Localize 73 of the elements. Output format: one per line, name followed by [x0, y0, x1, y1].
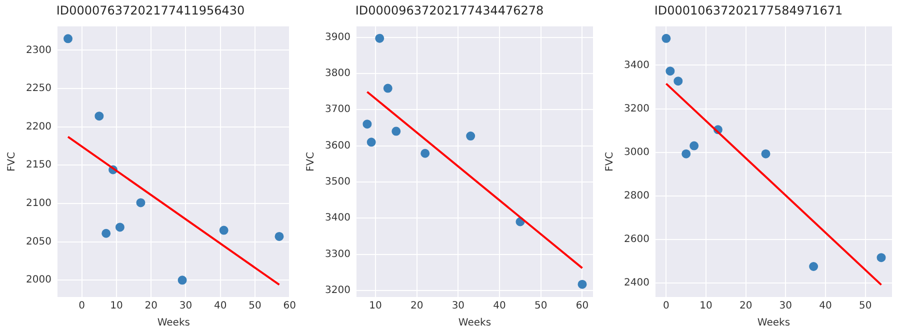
y-tick-label: 2600 [624, 234, 650, 246]
x-tick-label: 30 [179, 300, 192, 312]
x-tick-label: 0 [663, 300, 670, 312]
y-tick-label: 2400 [624, 278, 650, 289]
x-tick-label: 10 [110, 300, 123, 312]
x-tick-label: 40 [493, 300, 506, 312]
y-tick-label: 3900 [324, 32, 350, 43]
point [115, 222, 124, 232]
x-axis-title: Weeks [757, 318, 790, 329]
point [366, 138, 376, 147]
y-tick-label: 2300 [26, 44, 52, 56]
point [383, 84, 392, 93]
y-axis-title: FVC [306, 152, 317, 172]
point [94, 112, 104, 121]
x-tick-label: 10 [369, 300, 382, 312]
y-tick-label: 3500 [324, 176, 350, 188]
point [375, 34, 384, 43]
y-tick-label: 2150 [26, 160, 52, 171]
y-tick-label: 2100 [26, 198, 52, 210]
y-tick-label: 2250 [26, 83, 52, 94]
x-tick-label: 0 [78, 300, 86, 312]
y-tick-label: 3600 [324, 140, 350, 152]
y-tick-label: 3300 [324, 248, 350, 260]
y-tick-label: 3800 [324, 68, 350, 80]
x-tick-label: 60 [283, 300, 296, 312]
y-tick-label: 3200 [624, 103, 650, 114]
point [466, 132, 476, 141]
point [666, 66, 675, 76]
chart-title: ID00010637202177584971671 [654, 3, 843, 18]
x-tick-label: 50 [248, 300, 262, 312]
y-tick-label: 3200 [324, 285, 350, 296]
x-tick-label: 40 [819, 300, 832, 312]
y-tick-label: 3400 [324, 212, 350, 224]
point [682, 149, 691, 158]
point [674, 76, 683, 86]
y-tick-label: 3700 [324, 104, 350, 116]
y-tick-label: 2050 [26, 236, 52, 248]
y-tick-label: 3000 [624, 146, 650, 158]
chart-title: ID00007637202177411956430 [56, 3, 245, 18]
y-tick-label: 2800 [624, 190, 650, 202]
x-tick-label: 50 [534, 300, 548, 312]
x-tick-label: 10 [700, 300, 712, 312]
point [362, 120, 372, 129]
point [420, 148, 430, 158]
point [136, 198, 146, 208]
point [102, 228, 111, 238]
point [178, 276, 187, 285]
x-axis-title: Weeks [157, 318, 190, 329]
point [392, 126, 401, 136]
point [876, 253, 886, 262]
x-tick-label: 40 [214, 300, 227, 312]
point [809, 262, 818, 271]
x-tick-label: 60 [576, 300, 589, 312]
y-tick-label: 2200 [26, 121, 52, 132]
y-tick-label: 3400 [624, 60, 650, 71]
x-tick-label: 20 [410, 300, 424, 312]
chart-title: ID00009637202177434476278 [355, 3, 544, 18]
y-tick-label: 2000 [26, 274, 52, 286]
x-tick-label: 30 [452, 300, 465, 312]
point [219, 226, 228, 235]
point [64, 34, 73, 44]
x-tick-label: 20 [144, 300, 158, 312]
y-axis-title: FVC [6, 152, 18, 172]
x-axis-title: Weeks [458, 318, 492, 329]
point [274, 232, 284, 241]
point [761, 149, 770, 158]
y-axis-title: FVC [604, 152, 616, 172]
point [578, 280, 587, 289]
point [690, 141, 699, 150]
x-tick-label: 20 [739, 300, 752, 312]
x-tick-label: 30 [779, 300, 792, 312]
x-tick-label: 50 [858, 300, 872, 312]
point [662, 34, 671, 43]
